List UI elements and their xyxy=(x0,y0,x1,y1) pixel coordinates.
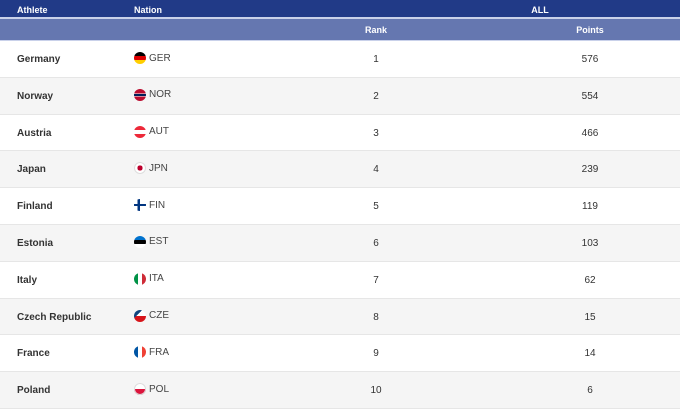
nation-cell: FRA xyxy=(134,346,169,359)
rank-value: 1 xyxy=(373,54,379,65)
flag-icon xyxy=(134,272,146,285)
col-points[interactable]: Points xyxy=(576,25,604,35)
nation-code: FIN xyxy=(149,199,166,211)
points-value: 466 xyxy=(581,127,599,139)
nation-cell: POL xyxy=(134,383,170,396)
nation-code: GER xyxy=(149,52,171,64)
table-row[interactable]: Finland FIN 5 119 xyxy=(0,188,680,225)
points-value: 6 xyxy=(587,385,593,397)
flag-icon xyxy=(134,309,146,322)
athlete-name: Norway xyxy=(17,90,54,102)
table-row[interactable]: Italy ITA 7 62 xyxy=(0,262,680,299)
table-row[interactable]: Poland POL 10 6 xyxy=(0,372,680,409)
table-row[interactable]: Japan JPN 4 239 xyxy=(0,151,680,189)
points-value: 239 xyxy=(581,164,599,176)
points-value: 15 xyxy=(584,311,596,323)
rank-value: 3 xyxy=(373,127,379,139)
nation-code: AUT xyxy=(149,126,169,138)
points-value: 62 xyxy=(584,274,596,286)
flag-icon xyxy=(134,162,146,175)
col-group-all: ALL xyxy=(531,5,549,15)
rank-value: 9 xyxy=(373,348,379,360)
nation-code: NOR xyxy=(149,89,172,101)
table-row[interactable]: Germany GER 1 576 xyxy=(0,41,680,78)
nation-cell: AUT xyxy=(134,125,169,138)
athlete-name: Germany xyxy=(17,54,61,65)
points-value: 14 xyxy=(584,348,596,360)
table-row[interactable]: Norway NOR 2 554 xyxy=(0,77,680,115)
nation-cell: GER xyxy=(134,52,171,64)
table-row[interactable]: Estonia EST 6 103 xyxy=(0,224,680,262)
flag-icon xyxy=(134,235,146,248)
table-row[interactable]: France FRA 9 14 xyxy=(0,335,680,373)
athlete-name: Czech Republic xyxy=(17,311,92,323)
points-value: 554 xyxy=(581,90,599,102)
athlete-name: Japan xyxy=(17,164,46,176)
nation-cell: FIN xyxy=(134,199,166,212)
nation-cell: CZE xyxy=(134,309,169,322)
nation-code: CZE xyxy=(149,310,169,322)
nation-code: FRA xyxy=(149,346,169,358)
nation-cell: ITA xyxy=(134,272,164,285)
nation-code: POL xyxy=(149,383,170,395)
flag-icon xyxy=(134,88,146,101)
table-row[interactable]: Czech Republic CZE 8 15 xyxy=(0,298,680,336)
flag-icon xyxy=(134,199,146,212)
flag-icon xyxy=(134,383,146,396)
points-value: 103 xyxy=(581,237,599,249)
flag-icon xyxy=(134,125,146,138)
nation-code: ITA xyxy=(149,273,164,285)
table-body: Germany GER 1 576 Norway NOR 2 554 Austria… xyxy=(0,41,680,409)
flag-icon xyxy=(134,52,146,64)
rank-value: 6 xyxy=(373,237,379,249)
points-value: 576 xyxy=(581,54,599,65)
rank-value: 8 xyxy=(373,311,379,323)
athlete-name: Finland xyxy=(17,201,53,213)
col-athlete[interactable]: Athlete xyxy=(17,5,48,15)
nation-cell: EST xyxy=(134,235,169,248)
rank-value: 10 xyxy=(370,385,382,397)
table-subheader: Rank Points xyxy=(0,19,680,41)
athlete-name: Estonia xyxy=(17,237,54,249)
col-nation[interactable]: Nation xyxy=(134,5,162,15)
athlete-name: France xyxy=(17,348,50,360)
athlete-name: Poland xyxy=(17,385,51,397)
athlete-name: Italy xyxy=(17,274,38,286)
rank-value: 5 xyxy=(373,201,379,213)
nation-code: EST xyxy=(149,236,169,248)
nation-cell: JPN xyxy=(134,162,168,175)
flag-icon xyxy=(134,346,146,359)
athlete-name: Austria xyxy=(17,127,52,139)
col-rank[interactable]: Rank xyxy=(364,25,387,35)
table-row[interactable]: Austria AUT 3 466 xyxy=(0,115,680,152)
rank-value: 4 xyxy=(373,164,379,176)
rank-value: 7 xyxy=(373,274,379,286)
points-value: 119 xyxy=(582,201,598,213)
rank-value: 2 xyxy=(373,90,379,102)
table-header: Athlete Nation ALL xyxy=(0,0,680,19)
nation-cell: NOR xyxy=(134,88,172,101)
nation-code: JPN xyxy=(149,162,168,174)
